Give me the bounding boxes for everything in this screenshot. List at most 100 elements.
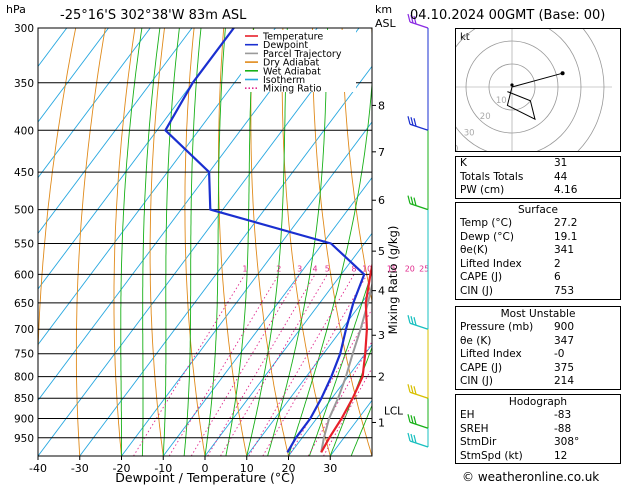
pressure-tick-label: 800 — [14, 372, 34, 384]
isotherm-line — [38, 28, 360, 456]
pressure-tick-label: 300 — [14, 23, 34, 35]
profile-lines — [164, 28, 372, 453]
pressure-tick-label: 850 — [14, 393, 34, 405]
indices-panel: K 31 Totals Totals 44 PW (cm) 4.16 — [455, 156, 621, 199]
stat-label: Temp (°C) — [460, 217, 513, 229]
mixing-ratio-line — [307, 340, 372, 456]
wind-barb-feather — [413, 317, 417, 326]
x-tick-label: 20 — [282, 462, 296, 475]
pressure-tick-label: 400 — [14, 125, 34, 137]
wind-barb-feather — [410, 316, 414, 325]
isotherm-line — [38, 28, 109, 123]
mixing-ratio-label: 25 — [419, 264, 429, 273]
hodograph-origin-dot — [510, 83, 514, 87]
x-tick-label: 10 — [240, 462, 254, 475]
hodograph-trace — [506, 86, 536, 121]
stat-value: 6 — [554, 271, 561, 284]
stat-label: Lifted Index — [460, 348, 522, 361]
temperature-axis: -40 -30 -20 -10 0 10 20 30 — [29, 456, 337, 475]
stat-row: CIN (J) 753 — [456, 285, 620, 299]
stat-value: 347 — [554, 334, 575, 347]
wind-barb-feather — [413, 15, 417, 25]
x-tick-label: -10 — [154, 462, 172, 475]
km-tick-label: 2 — [378, 371, 385, 384]
legend-label: Dewpoint — [263, 40, 308, 51]
stat-row: Lifted Index -0 — [456, 348, 620, 362]
stat-row: StmDir 308° — [456, 436, 620, 450]
stat-label: K — [460, 157, 467, 169]
mixing-ratio-label: 2 — [276, 264, 281, 273]
stat-row: SREH -88 — [456, 423, 620, 437]
isotherm-line — [79, 65, 372, 456]
x-tick-label: -20 — [113, 462, 131, 475]
surface-title: Surface — [517, 204, 558, 216]
x-tick-label: 30 — [323, 462, 337, 475]
hodograph-kt-label: kt — [460, 32, 470, 43]
stat-row: CIN (J) 214 — [456, 375, 620, 389]
pressure-tick-label: 500 — [14, 205, 34, 217]
legend-label: Mixing Ratio — [263, 84, 322, 95]
mixing-ratio-label: 20 — [405, 264, 415, 273]
km-tick-label: 4 — [378, 285, 385, 298]
stat-value: 31 — [554, 157, 568, 169]
wet-adiabat-line — [120, 28, 143, 456]
mixing-ratio-label: 8 — [351, 264, 356, 273]
km-tick-label: 3 — [378, 329, 385, 342]
stat-row: θe(K) 341 — [456, 244, 620, 258]
profile-temperature — [320, 261, 372, 453]
stat-row: Totals Totals 44 — [456, 171, 620, 185]
stat-value: 19.1 — [554, 230, 578, 243]
hodograph-ring-label: 20 — [480, 112, 491, 122]
mixing-ratio-label: 3 — [297, 264, 302, 273]
pressure-tick-label: 900 — [14, 414, 34, 426]
mixing-ratio-line — [262, 274, 368, 456]
wind-barb-feather — [413, 416, 417, 425]
isotherm-line — [121, 121, 372, 456]
isotherm-line — [38, 28, 318, 402]
pressure-tick-label: 950 — [14, 433, 34, 445]
stat-value: 214 — [554, 375, 575, 388]
hodograph: kt 10 20 30 40 — [412, 0, 621, 187]
stat-label: CAPE (J) — [460, 271, 503, 284]
wind-barb-feather — [410, 117, 414, 126]
stat-label: StmSpd (kt) — [460, 449, 523, 462]
wet-adiabat-line — [162, 28, 180, 456]
stat-value: 375 — [554, 361, 575, 374]
hodograph-stats-panel: Hodograph EH -83 SREH -88 StmDir 308° StmSpd (… — [455, 394, 621, 465]
wind-barb-feather — [413, 197, 417, 206]
wind-barb-feather — [410, 433, 414, 443]
dry-adiabat-line — [113, 28, 136, 456]
stat-value: 44 — [554, 170, 568, 183]
most-unstable-panel: Most Unstable Pressure (mb) 900 θe (K) 347 L… — [455, 306, 621, 390]
stat-label: SREH — [460, 422, 489, 435]
isotherm-line — [38, 28, 276, 346]
stat-value: 4.16 — [554, 184, 578, 197]
isotherm-line — [38, 28, 235, 290]
legend-label: Temperature — [262, 32, 323, 43]
mixing-ratio-label: 5 — [325, 264, 330, 273]
legend-box — [241, 30, 356, 92]
dry-adiabat-line — [38, 28, 77, 456]
pressure-tick-label: 750 — [14, 349, 34, 361]
stat-value: 2 — [554, 257, 561, 270]
mixing-ratio-line — [323, 367, 372, 456]
wind-barb-feather — [407, 195, 411, 204]
stat-value: -0 — [554, 348, 565, 361]
storm-motion-vector — [511, 72, 563, 88]
legend-label: Dry Adiabat — [263, 58, 320, 69]
km-tick-label: 6 — [378, 194, 385, 207]
stat-row: Lifted Index 2 — [456, 258, 620, 272]
wind-barb-feather — [410, 385, 414, 394]
pressure-tick-label: 700 — [14, 324, 34, 336]
wind-barbs — [407, 13, 429, 448]
wind-barb-feather — [407, 315, 411, 324]
stat-row: K 31 — [456, 157, 620, 171]
stat-value: 900 — [554, 321, 575, 333]
mixing-ratio-label: 15 — [387, 264, 397, 273]
hodograph-stats-title: Hodograph — [508, 396, 568, 408]
wind-barb-feather — [407, 414, 411, 423]
mixing-ratio-line — [220, 274, 328, 456]
km-tick-label: 8 — [378, 99, 385, 112]
